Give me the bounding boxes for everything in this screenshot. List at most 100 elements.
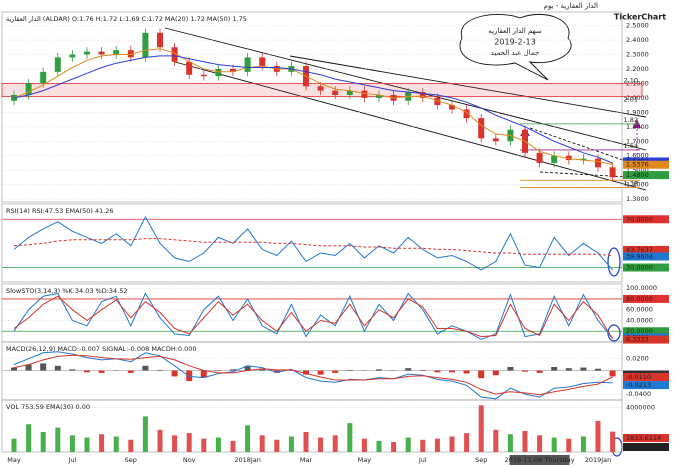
y-tick-label: 1.6000 bbox=[626, 152, 649, 160]
histogram-bar bbox=[551, 366, 558, 371]
level-tag bbox=[623, 263, 669, 272]
histogram-bar bbox=[492, 370, 499, 376]
candle-body bbox=[434, 97, 441, 106]
histogram-bar bbox=[142, 365, 149, 371]
histogram-bar bbox=[25, 364, 32, 371]
volume-bar bbox=[361, 438, 367, 452]
volume-bar bbox=[142, 416, 148, 452]
x-tick-label: Mar bbox=[300, 456, 313, 464]
candle-body bbox=[419, 92, 426, 98]
value-tag bbox=[623, 381, 669, 390]
x-tick-label: 2019Jan bbox=[585, 456, 612, 464]
candle-body bbox=[113, 50, 120, 55]
candle-body bbox=[332, 90, 339, 95]
callout-text: جمال عبد الحميد bbox=[491, 49, 539, 57]
histogram-bar bbox=[449, 370, 455, 373]
level-label: 80.0000 bbox=[626, 295, 653, 303]
candle-body bbox=[595, 158, 601, 168]
candle-body bbox=[478, 118, 485, 139]
volume-bar bbox=[610, 431, 616, 452]
series-line bbox=[13, 48, 613, 165]
volume-bar bbox=[201, 438, 207, 452]
candle-body bbox=[25, 83, 32, 95]
x-tick-label: 2018-11-08 Thursday bbox=[505, 456, 575, 464]
panel-legend: SlowSTO(3,14,3) %K:34.03 %D:34.52 bbox=[6, 287, 128, 295]
candle-body bbox=[200, 74, 207, 77]
volume-bar bbox=[40, 432, 46, 452]
candle-body bbox=[463, 109, 470, 119]
volume-bar bbox=[172, 435, 178, 452]
y-tick-label: 0.0200 bbox=[626, 355, 649, 363]
histogram-bar bbox=[171, 370, 178, 377]
histogram-bar bbox=[11, 367, 17, 371]
panel-legend: VOL 753.59 EMA(30) 0.00 bbox=[6, 403, 90, 411]
level-tag bbox=[623, 294, 669, 303]
candle-body bbox=[449, 105, 455, 110]
value-tag-label: 39.9604 bbox=[626, 253, 653, 261]
histogram-bar bbox=[84, 370, 90, 373]
candle-body bbox=[54, 57, 61, 72]
y-tick-label: 4000000 bbox=[626, 404, 655, 412]
y-tick-label: -0.0400 bbox=[626, 390, 651, 398]
x-tick-label: May bbox=[358, 456, 372, 464]
level-label: 2.01 bbox=[624, 95, 638, 103]
value-tag-label: 0.0002 bbox=[626, 443, 649, 451]
cursor-label-bg bbox=[509, 455, 570, 465]
volume-bar bbox=[420, 439, 426, 452]
series-line bbox=[13, 238, 613, 256]
series-line bbox=[13, 295, 614, 339]
histogram-bar bbox=[522, 370, 528, 372]
volume-bar bbox=[245, 425, 251, 452]
y-tick-label: 100.0000 bbox=[626, 284, 657, 292]
x-tick-label: Jul bbox=[418, 456, 427, 464]
y-tick-label: 2.2000 bbox=[626, 65, 649, 73]
histogram-bar bbox=[127, 370, 134, 373]
histogram-bar bbox=[69, 369, 76, 371]
volume-bar bbox=[288, 436, 294, 452]
histogram-bar bbox=[478, 370, 485, 379]
callout-bubble bbox=[459, 13, 572, 81]
value-tag bbox=[623, 443, 669, 451]
volume-bar bbox=[230, 440, 236, 452]
level-tag bbox=[623, 327, 669, 336]
y-tick-label: 1.5000 bbox=[626, 166, 649, 174]
panel-legend: الدار العقارية (ALDAR) O:1.76 H:1.72 L:1… bbox=[6, 15, 247, 23]
value-tag-label: 43.7637 bbox=[626, 246, 653, 254]
candle-body bbox=[171, 47, 178, 62]
volume-bar bbox=[84, 437, 90, 452]
histogram-bar bbox=[580, 367, 587, 371]
series-line bbox=[13, 215, 613, 271]
histogram-bar bbox=[40, 363, 47, 371]
panel: 1.3000 1.4000 1.5000 1.6000 1.7000 1.8000 1.90… bbox=[1, 11, 669, 203]
candle-body bbox=[551, 155, 558, 163]
y-tick-label: 1.4000 bbox=[626, 181, 649, 189]
candle-body bbox=[536, 152, 543, 163]
panel-legend: MACD(26,12,9) MACD:-0.007 SIGNAL:-0.008 … bbox=[6, 345, 197, 353]
candle-body bbox=[40, 71, 47, 84]
volume-bar bbox=[522, 430, 528, 452]
histogram-bar bbox=[419, 369, 426, 371]
value-tag-label: -0.0213 bbox=[626, 381, 651, 389]
value-tag-label: 1833.6114 bbox=[626, 434, 661, 442]
volume-bar bbox=[113, 436, 119, 452]
candle-body bbox=[580, 158, 587, 161]
arrow-head bbox=[633, 119, 641, 128]
histogram-bar bbox=[463, 370, 470, 374]
histogram-bar bbox=[200, 370, 207, 378]
volume-bar bbox=[128, 439, 134, 452]
value-tag bbox=[623, 335, 669, 344]
value-tag bbox=[623, 171, 669, 180]
x-tick-label: Jul bbox=[67, 456, 76, 464]
histogram-bar bbox=[565, 368, 572, 371]
histogram-bar bbox=[346, 369, 353, 371]
volume-bar bbox=[347, 423, 353, 452]
level-label: 70.0000 bbox=[626, 215, 653, 223]
volume-bar bbox=[215, 437, 221, 452]
histogram-bar bbox=[434, 370, 441, 373]
candle-body bbox=[186, 61, 193, 75]
series-line bbox=[13, 354, 613, 396]
level-label: 1.38 bbox=[624, 180, 638, 188]
volume-bar bbox=[55, 427, 61, 452]
